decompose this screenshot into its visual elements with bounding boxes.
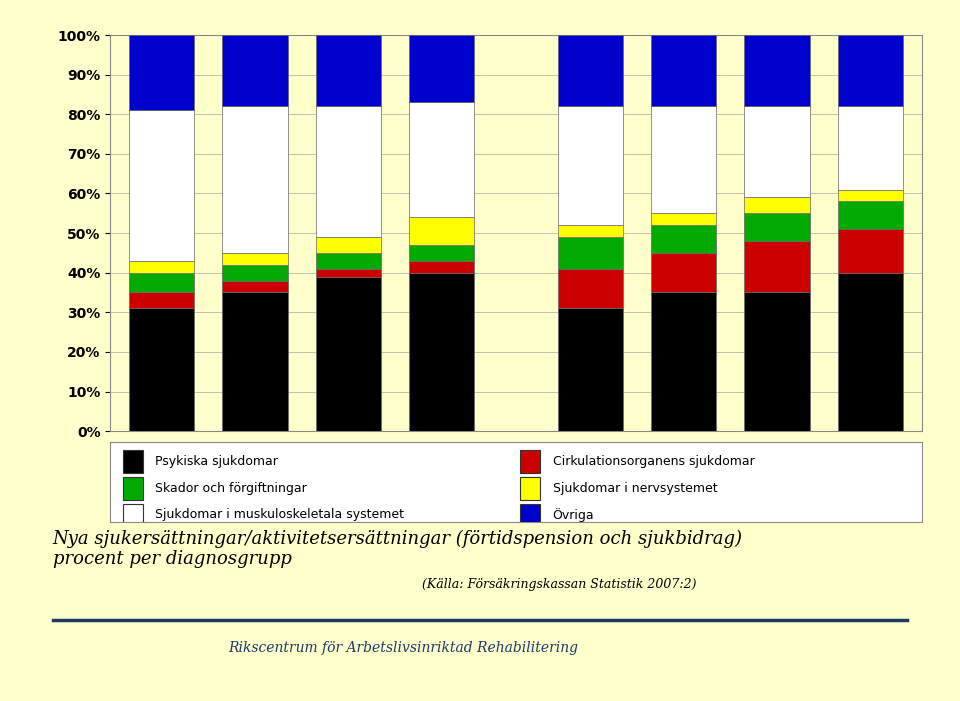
Bar xyxy=(316,277,381,431)
Bar xyxy=(409,261,474,273)
Bar xyxy=(316,107,381,237)
Bar xyxy=(223,292,288,431)
Bar xyxy=(651,225,716,253)
Bar xyxy=(316,35,381,107)
Bar xyxy=(520,504,540,526)
Bar xyxy=(558,107,623,225)
Bar xyxy=(409,102,474,217)
Bar xyxy=(129,35,194,110)
Bar xyxy=(838,201,903,229)
Bar xyxy=(744,35,809,107)
Text: Män: Män xyxy=(712,498,749,513)
Bar xyxy=(838,229,903,273)
Bar xyxy=(123,504,143,526)
Bar xyxy=(409,273,474,431)
Bar xyxy=(838,273,903,431)
Bar xyxy=(223,35,288,107)
Bar xyxy=(651,292,716,431)
Bar xyxy=(558,225,623,237)
Bar xyxy=(744,241,809,292)
Bar xyxy=(129,110,194,261)
Bar xyxy=(558,35,623,107)
Bar xyxy=(223,253,288,265)
Text: Kvinnor: Kvinnor xyxy=(268,498,335,513)
Bar xyxy=(838,35,903,107)
Bar xyxy=(558,308,623,431)
Bar xyxy=(558,268,623,308)
Bar xyxy=(838,107,903,189)
Bar xyxy=(129,308,194,431)
Bar xyxy=(558,237,623,268)
Text: Sjukdomar i nervsystemet: Sjukdomar i nervsystemet xyxy=(553,482,717,495)
Bar xyxy=(316,268,381,277)
Text: Rikscentrum för Arbetslivsinriktad Rehabilitering: Rikscentrum för Arbetslivsinriktad Rehab… xyxy=(228,641,578,655)
Text: Skador och förgiftningar: Skador och förgiftningar xyxy=(155,482,307,495)
Bar xyxy=(409,35,474,102)
Bar xyxy=(651,253,716,292)
Bar xyxy=(316,237,381,253)
Bar xyxy=(744,198,809,213)
Bar xyxy=(651,107,716,213)
Bar xyxy=(520,451,540,473)
Bar xyxy=(651,213,716,225)
Text: Sjukdomar i muskuloskeletala systemet: Sjukdomar i muskuloskeletala systemet xyxy=(155,508,404,522)
Bar xyxy=(123,477,143,500)
Bar xyxy=(223,265,288,280)
Bar xyxy=(223,280,288,292)
Bar xyxy=(520,477,540,500)
Text: Nya sjukersättningar/aktivitetsersättningar (förtidspension och sjukbidrag)
proc: Nya sjukersättningar/aktivitetsersättnin… xyxy=(53,529,743,569)
Bar xyxy=(744,213,809,241)
Bar xyxy=(316,253,381,268)
Text: Cirkulationsorganens sjukdomar: Cirkulationsorganens sjukdomar xyxy=(553,455,755,468)
Bar xyxy=(744,107,809,198)
Text: Psykiska sjukdomar: Psykiska sjukdomar xyxy=(155,455,277,468)
Bar xyxy=(744,292,809,431)
Text: (Källa: Försäkringskassan Statistik 2007:2): (Källa: Försäkringskassan Statistik 2007… xyxy=(422,578,697,592)
Bar xyxy=(123,451,143,473)
Text: Övriga: Övriga xyxy=(553,508,594,522)
Bar xyxy=(651,35,716,107)
Bar xyxy=(409,217,474,245)
Bar xyxy=(129,261,194,273)
Bar xyxy=(223,107,288,253)
Bar xyxy=(129,292,194,308)
Bar xyxy=(409,245,474,261)
Bar xyxy=(129,273,194,292)
Bar xyxy=(838,189,903,201)
